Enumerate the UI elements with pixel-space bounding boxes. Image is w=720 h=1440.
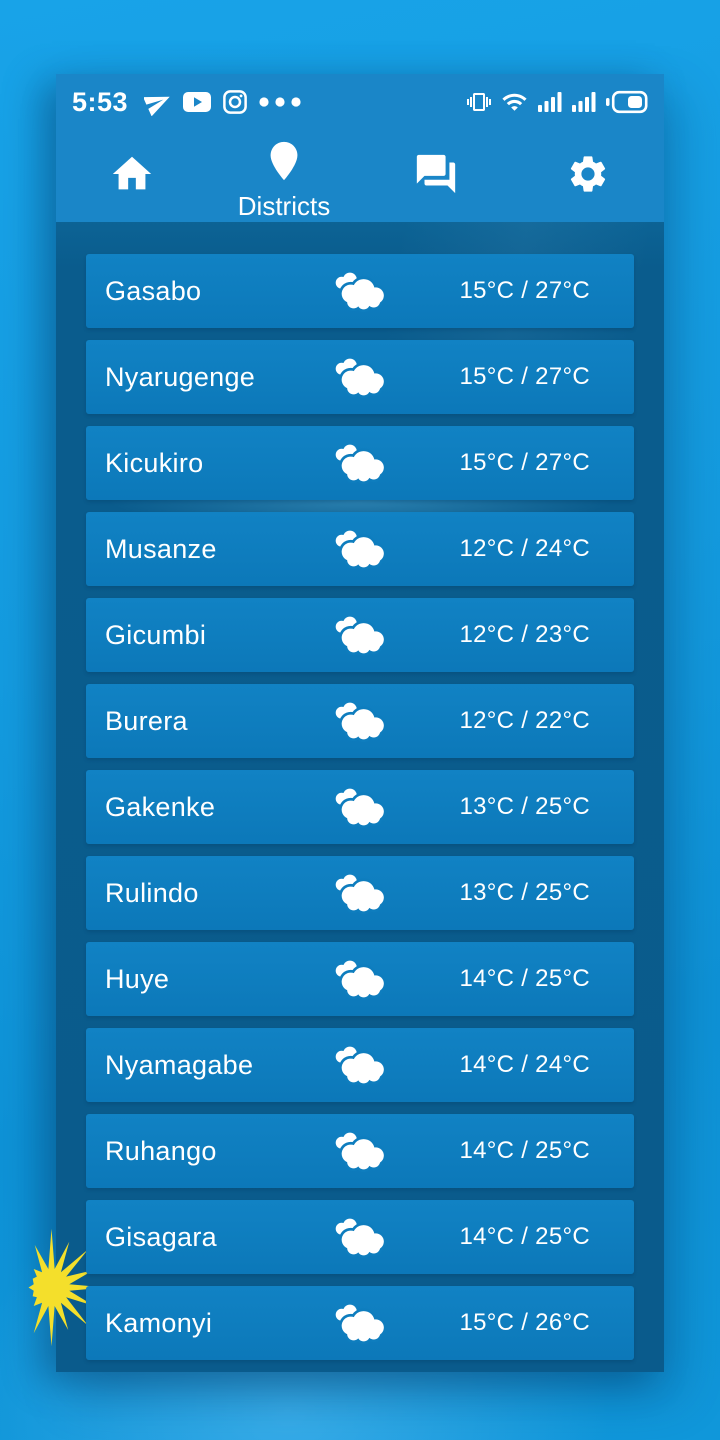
phone-screen: 5:53 xyxy=(28,74,664,1372)
district-row[interactable]: Gakenke 13°C / 25°C xyxy=(86,770,634,844)
district-row[interactable]: Gasabo 15°C / 27°C xyxy=(86,254,634,328)
nav-districts-label: Districts xyxy=(237,191,331,221)
cloud-icon xyxy=(327,785,393,829)
district-temp: 15°C / 27°C xyxy=(459,277,590,304)
home-icon xyxy=(109,151,155,202)
district-row[interactable]: Gicumbi 12°C / 23°C xyxy=(86,598,634,672)
district-temp: 14°C / 24°C xyxy=(459,1051,590,1078)
signal-icon xyxy=(572,91,596,113)
districts-panel: Gasabo 15°C / 27°C xyxy=(56,222,664,1372)
district-temp: 15°C / 27°C xyxy=(459,449,590,476)
district-name: Nyamagabe xyxy=(105,1049,254,1080)
district-temp: 15°C / 27°C xyxy=(459,363,590,390)
district-temp: 14°C / 25°C xyxy=(459,1223,590,1250)
clock: 5:53 xyxy=(72,86,129,117)
district-name: Nyarugenge xyxy=(105,361,256,392)
cloud-icon xyxy=(327,441,393,485)
district-row[interactable]: Kicukiro 15°C / 27°C xyxy=(86,426,634,500)
district-temp: 14°C / 25°C xyxy=(459,1137,590,1164)
district-row[interactable]: Burera 12°C / 22°C xyxy=(86,684,634,758)
battery-icon xyxy=(606,90,648,114)
cloud-icon xyxy=(327,699,393,743)
district-row[interactable]: Nyamagabe 14°C / 24°C xyxy=(86,1028,634,1102)
cloud-icon xyxy=(327,871,393,915)
district-temp: 13°C / 25°C xyxy=(459,793,590,820)
status-bar: 5:53 xyxy=(56,74,664,130)
district-row[interactable]: Musanze 12°C / 24°C xyxy=(86,512,634,586)
location-pin-icon xyxy=(261,138,307,189)
nav-home[interactable] xyxy=(56,151,208,202)
district-row[interactable]: Ruhango 14°C / 25°C xyxy=(86,1114,634,1188)
district-temp: 12°C / 24°C xyxy=(459,535,590,562)
cloud-icon xyxy=(327,527,393,571)
cloud-icon xyxy=(327,269,393,313)
district-name: Ruhango xyxy=(105,1135,217,1166)
youtube-icon xyxy=(182,90,212,114)
district-name: Kicukiro xyxy=(105,447,204,478)
district-name: Gicumbi xyxy=(105,619,207,650)
district-temp: 15°C / 26°C xyxy=(459,1309,590,1336)
district-name: Rulindo xyxy=(105,877,199,908)
district-name: Burera xyxy=(105,705,188,736)
district-row[interactable]: Gisagara 14°C / 25°C xyxy=(86,1200,634,1274)
cloud-icon xyxy=(327,1215,393,1259)
district-name: Gakenke xyxy=(105,791,216,822)
cloud-icon xyxy=(327,1043,393,1087)
sun-burst-icon xyxy=(0,1220,109,1355)
cloud-icon xyxy=(327,957,393,1001)
district-row[interactable]: Nyarugenge 15°C / 27°C xyxy=(86,340,634,414)
chat-icon xyxy=(413,151,459,202)
cloud-icon xyxy=(327,1129,393,1173)
cloud-icon xyxy=(327,613,393,657)
district-name: Huye xyxy=(105,963,170,994)
district-name: Gasabo xyxy=(105,275,202,306)
nav-bar: Districts xyxy=(56,130,664,222)
cloud-icon xyxy=(327,1301,393,1345)
vibrate-icon xyxy=(467,90,491,114)
district-temp: 14°C / 25°C xyxy=(459,965,590,992)
nav-districts[interactable]: Districts xyxy=(208,138,360,222)
district-list: Gasabo 15°C / 27°C xyxy=(86,222,634,1360)
district-temp: 13°C / 25°C xyxy=(459,879,590,906)
district-name: Musanze xyxy=(105,533,217,564)
instagram-icon xyxy=(222,89,248,115)
nav-messages[interactable] xyxy=(360,151,512,202)
district-row[interactable]: Huye 14°C / 25°C xyxy=(86,942,634,1016)
telegram-icon xyxy=(144,88,172,116)
more-dots-icon xyxy=(258,96,302,108)
district-row[interactable]: Rulindo 13°C / 25°C xyxy=(86,856,634,930)
district-temp: 12°C / 22°C xyxy=(459,707,590,734)
district-row[interactable]: Kamonyi 15°C / 26°C xyxy=(86,1286,634,1360)
district-temp: 12°C / 23°C xyxy=(459,621,590,648)
cloud-icon xyxy=(327,355,393,399)
district-name: Gisagara xyxy=(105,1221,217,1252)
gear-icon xyxy=(566,152,610,201)
signal-icon xyxy=(538,91,562,113)
wifi-icon xyxy=(501,91,528,113)
nav-settings[interactable] xyxy=(512,152,664,201)
district-name: Kamonyi xyxy=(105,1307,213,1338)
